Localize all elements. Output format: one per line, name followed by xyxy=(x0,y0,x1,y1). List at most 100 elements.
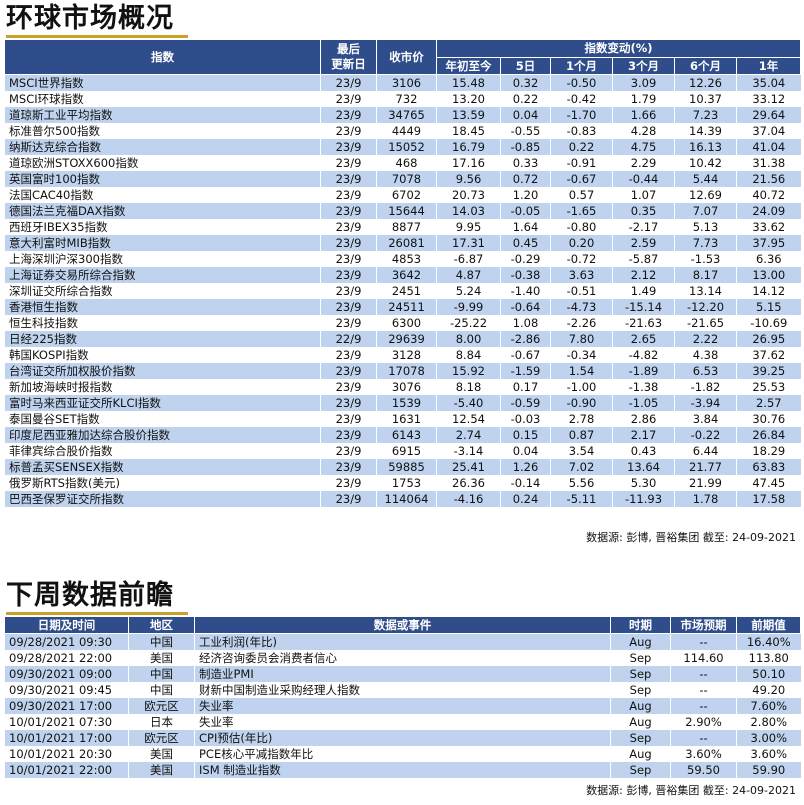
cell-close: 3076 xyxy=(376,379,437,395)
cell-ytd: 8.00 xyxy=(436,331,501,347)
cell-d5: -0.29 xyxy=(500,251,551,267)
cell-event: PCE核心平减指数年比 xyxy=(194,746,611,762)
cell-m3: 4.75 xyxy=(612,139,675,155)
cell-ytd: 9.95 xyxy=(436,219,501,235)
cell-name: 德国法兰克福DAX指数 xyxy=(4,203,321,219)
source-note-1: 数据源: 彭博, 晋裕集团 截至: 24-09-2021 xyxy=(586,531,796,544)
cell-name: 深圳证交所综合指数 xyxy=(4,283,321,299)
cell-date: 23/9 xyxy=(320,443,377,459)
table-row: 德国法兰克福DAX指数 23/9 15644 14.03 -0.05 -1.65 0.35 7… xyxy=(4,203,801,219)
table-row: 新加坡海峡时报指数 23/9 3076 8.18 0.17 -1.00 -1.38 -1.82… xyxy=(4,379,801,395)
cell-m3: -4.82 xyxy=(612,347,675,363)
table-row: 法国CAC40指数 23/9 6702 20.73 1.20 0.57 1.07 12.69 4… xyxy=(4,187,801,203)
cell-d5: 0.15 xyxy=(500,427,551,443)
cell-m3: 2.29 xyxy=(612,155,675,171)
cell-datetime: 09/30/2021 09:45 xyxy=(4,682,129,698)
cell-name: 新加坡海峡时报指数 xyxy=(4,379,321,395)
cell-date: 23/9 xyxy=(320,155,377,171)
cell-name: 标准普尔500指数 xyxy=(4,123,321,139)
table-row: 深圳证交所综合指数 23/9 2451 5.24 -1.40 -0.51 1.49 13.14… xyxy=(4,283,801,299)
cell-ytd: -6.87 xyxy=(436,251,501,267)
cell-y1: 26.95 xyxy=(735,331,801,347)
market-overview-table: 指数 最后 更新日 收市价 指数变动(%) 年初至今 5日 1个月 3个月 6个… xyxy=(4,39,802,507)
cell-period: Aug xyxy=(610,698,671,714)
cell-d5: 1.64 xyxy=(500,219,551,235)
table-row: MSCI环球指数 23/9 732 13.20 0.22 -0.42 1.79 10.37 33… xyxy=(4,91,801,107)
cell-date: 23/9 xyxy=(320,363,377,379)
cell-d5: 1.20 xyxy=(500,187,551,203)
cell-y1: 37.95 xyxy=(735,235,801,251)
cell-y1: 25.53 xyxy=(735,379,801,395)
cell-forecast: 114.60 xyxy=(670,650,737,666)
cell-d5: -0.59 xyxy=(500,395,551,411)
cell-m3: 0.43 xyxy=(612,443,675,459)
cell-date: 23/9 xyxy=(320,315,377,331)
cell-m3: -5.87 xyxy=(612,251,675,267)
cell-ytd: 14.03 xyxy=(436,203,501,219)
cell-period: Sep xyxy=(610,650,671,666)
cell-close: 8877 xyxy=(376,219,437,235)
cell-region: 欧元区 xyxy=(128,730,195,746)
col-header-previous: 前期值 xyxy=(736,616,801,634)
cell-close: 3642 xyxy=(376,267,437,283)
cell-name: 日经225指数 xyxy=(4,331,321,347)
cell-date: 23/9 xyxy=(320,347,377,363)
cell-m1: -4.73 xyxy=(550,299,613,315)
cell-y1: 5.15 xyxy=(735,299,801,315)
cell-date: 23/9 xyxy=(320,283,377,299)
col-header-event: 数据或事件 xyxy=(194,616,611,634)
table-row: 10/01/2021 22:00 美国 ISM 制造业指数 Sep 59.50 59.90 xyxy=(4,762,801,778)
table-row: 09/30/2021 17:00 欧元区 失业率 Aug -- 7.60% xyxy=(4,698,801,714)
cell-date: 23/9 xyxy=(320,203,377,219)
cell-m6: -3.94 xyxy=(674,395,737,411)
cell-m6: 6.44 xyxy=(674,443,737,459)
cell-m6: 12.26 xyxy=(674,74,737,91)
cell-ytd: 13.20 xyxy=(436,91,501,107)
cell-close: 15644 xyxy=(376,203,437,219)
cell-name: 上海深圳沪深300指数 xyxy=(4,251,321,267)
cell-m3: 1.79 xyxy=(612,91,675,107)
cell-m3: 1.66 xyxy=(612,107,675,123)
cell-date: 23/9 xyxy=(320,459,377,475)
cell-date: 23/9 xyxy=(320,219,377,235)
cell-m1: -0.83 xyxy=(550,123,613,139)
cell-datetime: 10/01/2021 17:00 xyxy=(4,730,129,746)
table-row: 恒生科技指数 23/9 6300 -25.22 1.08 -2.26 -21.63 -21.6… xyxy=(4,315,801,331)
cell-d5: -0.55 xyxy=(500,123,551,139)
cell-close: 29639 xyxy=(376,331,437,347)
cell-previous: 16.40% xyxy=(736,633,801,650)
cell-name: 巴西圣保罗证交所指数 xyxy=(4,491,321,507)
cell-previous: 59.90 xyxy=(736,762,801,778)
cell-close: 114064 xyxy=(376,491,437,507)
cell-close: 59885 xyxy=(376,459,437,475)
cell-m1: 3.54 xyxy=(550,443,613,459)
table-row: 菲律宾综合股价指数 23/9 6915 -3.14 0.04 3.54 0.43 6.44 18… xyxy=(4,443,801,459)
cell-date: 23/9 xyxy=(320,299,377,315)
cell-previous: 2.80% xyxy=(736,714,801,730)
cell-m6: 5.44 xyxy=(674,171,737,187)
cell-d5: 0.72 xyxy=(500,171,551,187)
cell-date: 23/9 xyxy=(320,251,377,267)
cell-name: 道琼斯工业平均指数 xyxy=(4,107,321,123)
cell-m1: 0.20 xyxy=(550,235,613,251)
cell-m3: -1.38 xyxy=(612,379,675,395)
table-row: 标准普尔500指数 23/9 4449 18.45 -0.55 -0.83 4.28 14.3… xyxy=(4,123,801,139)
table-row: MSCI世界指数 23/9 3106 15.48 0.32 -0.50 3.09 12.26 3… xyxy=(4,74,801,91)
cell-d5: 0.04 xyxy=(500,443,551,459)
cell-m1: -0.51 xyxy=(550,283,613,299)
cell-forecast: 59.50 xyxy=(670,762,737,778)
cell-forecast: -- xyxy=(670,698,737,714)
source-note-2: 数据源: 彭博, 晋裕集团 截至: 24-09-2021 xyxy=(586,784,796,797)
cell-date: 23/9 xyxy=(320,475,377,491)
cell-event: 制造业PMI xyxy=(194,666,611,682)
table-row: 英国富时100指数 23/9 7078 9.56 0.72 -0.67 -0.44 5.44 2… xyxy=(4,171,801,187)
cell-region: 中国 xyxy=(128,666,195,682)
cell-m6: 1.78 xyxy=(674,491,737,507)
cell-event: 经济咨询委员会消费者信心 xyxy=(194,650,611,666)
col-header-region: 地区 xyxy=(128,616,195,634)
table-row: 西班牙IBEX35指数 23/9 8877 9.95 1.64 -0.80 -2.17 5.1… xyxy=(4,219,801,235)
cell-date: 23/9 xyxy=(320,235,377,251)
cell-ytd: 25.41 xyxy=(436,459,501,475)
cell-m1: -0.50 xyxy=(550,74,613,91)
cell-m6: 16.13 xyxy=(674,139,737,155)
